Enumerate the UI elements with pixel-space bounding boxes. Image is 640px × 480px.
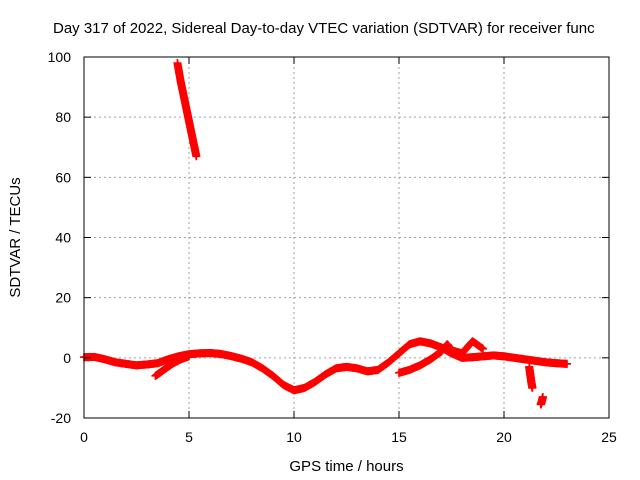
x-tick-labels: 0 5 10 15 20 25 [80,429,617,445]
data-point-marker [528,383,537,392]
data-points [80,59,571,409]
x-tick-label: 10 [286,429,302,445]
data-point-marker [563,359,571,368]
series-sdtvar-secondary-evening [395,337,487,377]
y-tick-labels: -20 0 20 40 60 80 100 [48,49,72,426]
series-sdtvar-drop-near-21 [525,362,537,392]
y-tick-label: 100 [48,49,72,65]
x-tick-label: 25 [601,429,617,445]
data-point-marker [538,392,547,401]
series-sdtvar-drop-near-22 [536,392,547,409]
y-tick-label: 80 [55,109,71,125]
data-point-marker [192,152,201,161]
axis-ticks [83,56,610,419]
series-sdtvar-main [80,337,571,395]
y-tick-label: 0 [63,350,71,366]
chart-title: Day 317 of 2022, Sidereal Day-to-day VTE… [53,20,595,37]
series-sdtvar-secondary-rising [151,352,193,380]
x-axis-label: GPS time / hours [289,458,403,475]
x-tick-label: 20 [496,429,512,445]
x-tick-label: 0 [80,429,88,445]
series-sdtvar-high-segment [173,59,201,161]
y-tick-label: 60 [55,169,71,185]
y-tick-label: 20 [55,290,71,306]
x-tick-label: 15 [391,429,407,445]
y-tick-label: 40 [55,230,71,246]
data-point-marker [185,352,193,361]
data-point-marker [479,344,487,353]
y-tick-label: -20 [51,410,71,426]
y-axis-label: SDTVAR / TECUs [7,177,24,297]
x-tick-label: 5 [185,429,193,445]
